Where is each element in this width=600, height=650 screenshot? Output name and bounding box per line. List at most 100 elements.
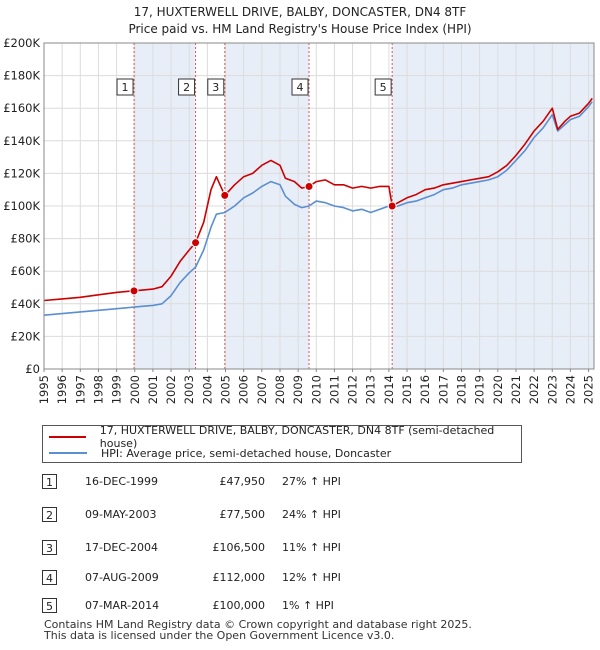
y-tick-label: £0 xyxy=(25,362,40,376)
x-tick-label: 2020 xyxy=(491,375,505,404)
legend-swatch-property xyxy=(49,436,86,438)
y-tick-label: £100K xyxy=(3,199,40,213)
event-number: 2 xyxy=(42,507,57,522)
event-date: 07-AUG-2009 xyxy=(85,571,159,584)
title-line-1: 17, HUXTERWELL DRIVE, BALBY, DONCASTER, … xyxy=(133,5,467,19)
x-tick-label: 1998 xyxy=(91,375,105,404)
x-tick-label: 2005 xyxy=(219,375,233,404)
event-label: 4 xyxy=(297,81,304,94)
x-tick-label: 2009 xyxy=(291,375,305,404)
legend-label-property: 17, HUXTERWELL DRIVE, BALBY, DONCASTER, … xyxy=(99,424,495,450)
sale-marker xyxy=(387,201,397,211)
x-tick-label: 2015 xyxy=(400,375,414,404)
x-tick-label: 2014 xyxy=(382,375,396,404)
event-label-box xyxy=(207,78,225,96)
event-price: £77,500 xyxy=(219,508,266,521)
sale-marker xyxy=(129,286,139,296)
sale-marker xyxy=(304,181,314,191)
event-date: 16-DEC-1999 xyxy=(85,475,159,488)
sale-marker xyxy=(220,190,230,200)
x-tick-label: 2024 xyxy=(563,375,577,404)
y-tick-label: £200K xyxy=(3,36,40,50)
footer: Contains HM Land Registry data © Crown c… xyxy=(44,619,594,641)
event-label: 2 xyxy=(183,81,190,94)
table-row: 5 07-MAR-2014 £100,000 1% ↑ HPI xyxy=(42,598,442,616)
event-hpi: 24% ↑ HPI xyxy=(282,508,341,521)
x-tick-label: 2016 xyxy=(418,375,432,404)
x-tick-label: 2025 xyxy=(582,375,596,404)
chart-series xyxy=(43,97,593,316)
event-hpi: 11% ↑ HPI xyxy=(282,541,341,554)
x-tick-label: 2006 xyxy=(237,375,251,404)
event-number: 5 xyxy=(42,598,57,613)
x-tick-label: 1999 xyxy=(110,375,124,404)
title-line-2: Price paid vs. HM Land Registry's House … xyxy=(128,22,472,36)
y-tick-label: £60K xyxy=(11,264,41,278)
x-tick-label: 2001 xyxy=(146,375,160,404)
event-price: £106,500 xyxy=(212,541,266,554)
x-tick-label: 1997 xyxy=(73,375,87,404)
y-tick-label: £40K xyxy=(11,297,41,311)
event-label-box xyxy=(374,78,392,96)
event-hpi: 27% ↑ HPI xyxy=(282,475,341,488)
x-tick-label: 2017 xyxy=(436,375,450,404)
event-number: 1 xyxy=(42,474,57,489)
table-row: 4 07-AUG-2009 £112,000 12% ↑ HPI xyxy=(42,570,442,588)
event-number: 4 xyxy=(42,570,57,585)
event-date: 17-DEC-2004 xyxy=(85,541,159,554)
x-tick-label: 2019 xyxy=(473,375,487,404)
event-price: £112,000 xyxy=(212,571,266,584)
event-label: 1 xyxy=(122,81,129,94)
legend-label-hpi: HPI: Average price, semi-detached house,… xyxy=(101,446,392,460)
x-tick-label: 2004 xyxy=(200,375,214,404)
event-label: 5 xyxy=(380,81,387,94)
table-row: 2 09-MAY-2003 £77,500 24% ↑ HPI xyxy=(42,507,442,525)
x-tick-label: 2018 xyxy=(454,375,468,404)
legend-swatch-hpi xyxy=(49,452,87,454)
price-chart: 1 2 3 4 5 £0 £20K £40K £60K £80K £100K £120K £140K £… xyxy=(3,36,596,404)
x-tick-label: 2022 xyxy=(527,375,541,404)
x-tick-label: 1995 xyxy=(37,375,51,404)
y-tick-label: £160K xyxy=(3,101,40,115)
plot-frame xyxy=(43,42,595,370)
event-label-box xyxy=(178,78,196,96)
event-date: 09-MAY-2003 xyxy=(85,508,157,521)
legend: 17, HUXTERWELL DRIVE, BALBY, DONCASTER, … xyxy=(42,424,522,463)
event-label-box xyxy=(116,78,134,96)
y-tick-label: £20K xyxy=(11,329,41,343)
event-hpi: 1% ↑ HPI xyxy=(282,599,334,612)
sale-marker xyxy=(191,238,201,248)
x-tick-label: 2011 xyxy=(327,375,341,404)
y-tick-label: £80K xyxy=(11,232,41,246)
table-row: 3 17-DEC-2004 £106,500 11% ↑ HPI xyxy=(42,540,442,558)
x-tick-label: 1996 xyxy=(55,375,69,404)
event-label-box xyxy=(291,78,309,96)
x-tick-label: 2012 xyxy=(346,375,360,404)
footer-copyright: Contains HM Land Registry data © Crown c… xyxy=(44,618,472,631)
event-date: 07-MAR-2014 xyxy=(85,599,160,612)
series-line-property xyxy=(43,97,593,302)
y-tick-label: £180K xyxy=(3,69,40,83)
y-tick-label: £120K xyxy=(3,166,40,180)
x-tick-label: 2023 xyxy=(545,375,559,404)
x-tick-label: 2003 xyxy=(182,375,196,404)
chart-title: 17, HUXTERWELL DRIVE, BALBY, DONCASTER, … xyxy=(0,4,600,38)
event-price: £47,950 xyxy=(219,475,266,488)
event-price: £100,000 xyxy=(212,599,266,612)
x-tick-label: 2000 xyxy=(128,375,142,404)
x-tick-label: 2021 xyxy=(509,375,523,404)
series-line-hpi xyxy=(43,101,593,316)
x-tick-label: 2013 xyxy=(364,375,378,404)
sale-markers xyxy=(129,181,397,296)
event-number: 3 xyxy=(42,540,57,555)
x-tick-label: 2002 xyxy=(164,375,178,404)
event-labels: 1 2 3 4 5 xyxy=(116,78,392,96)
y-tick-label: £140K xyxy=(3,134,40,148)
event-hpi: 12% ↑ HPI xyxy=(282,571,341,584)
footer-licence: This data is licensed under the Open Gov… xyxy=(44,629,395,642)
x-tick-label: 2008 xyxy=(273,375,287,404)
legend-item-property: 17, HUXTERWELL DRIVE, BALBY, DONCASTER, … xyxy=(49,424,521,450)
event-label: 3 xyxy=(212,81,219,94)
table-row: 1 16-DEC-1999 £47,950 27% ↑ HPI xyxy=(42,474,442,492)
x-tick-label: 2007 xyxy=(255,375,269,404)
